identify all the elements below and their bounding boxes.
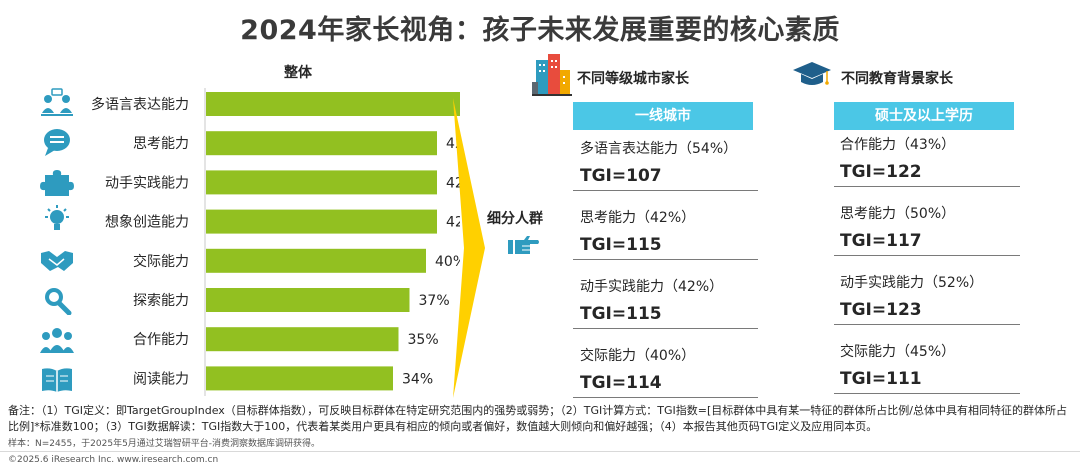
edu-item-tgi: TGI=111 — [840, 369, 922, 389]
magnifier-icon — [45, 288, 72, 315]
panel-edu-header: 不同教育背景家长 — [841, 71, 953, 87]
divider — [834, 255, 1020, 256]
divider — [834, 324, 1020, 325]
edu-item-tgi: TGI=123 — [840, 300, 922, 320]
value-label: 34% — [402, 371, 433, 387]
panel-city-header: 不同等级城市家长 — [577, 71, 689, 87]
city-item-label: 交际能力（40%） — [580, 348, 696, 364]
divider — [573, 328, 758, 329]
divider — [573, 259, 758, 260]
city-item-label: 动手实践能力（42%） — [580, 279, 724, 295]
bar-7 — [206, 366, 393, 391]
divider — [834, 186, 1020, 187]
edu-item-label: 合作能力（43%） — [840, 137, 956, 153]
category-label: 探索能力 — [133, 292, 189, 309]
pointing-hand-icon — [508, 236, 539, 254]
category-label: 思考能力 — [133, 136, 189, 152]
category-label: 阅读能力 — [133, 370, 189, 387]
category-label: 交际能力 — [133, 253, 189, 270]
value-label: 42% — [446, 175, 460, 191]
city-buildings-icon — [532, 54, 572, 96]
graduation-cap-icon — [793, 62, 831, 85]
footer-divider — [0, 451, 1080, 452]
divider — [573, 397, 758, 398]
footer-copyright: ©2025.6 iResearch Inc. www.iresearch.com… — [8, 455, 219, 465]
lightbulb-icon — [45, 205, 69, 230]
city-item-tgi: TGI=115 — [580, 235, 662, 255]
bar-2 — [206, 170, 437, 195]
city-item-tgi: TGI=115 — [580, 304, 662, 324]
panel-edu-bar: 硕士及以上学历 — [834, 102, 1014, 130]
page-title: 2024年家长视角：孩子未来发展重要的核心素质 — [240, 15, 840, 46]
bar-1 — [206, 131, 437, 156]
category-label: 合作能力 — [133, 332, 189, 348]
value-label: 35% — [408, 332, 439, 348]
overall-bar-chart: 整体 多语言表达能力50%思考能力42%动手实践能力42%想象创造能力42%交际… — [91, 64, 460, 396]
notes-text: 备注：（1）TGI定义：即TargetGroupIndex（目标群体指数），可反… — [8, 404, 1067, 433]
city-item-tgi: TGI=114 — [580, 373, 662, 393]
book-icon — [42, 368, 72, 392]
value-label: 40% — [435, 254, 460, 270]
bar-5 — [206, 288, 410, 312]
divider — [834, 393, 1020, 394]
bar-4 — [206, 248, 426, 273]
sample-text: 样本：N=2455，于2025年5月通过艾瑞智研平台-消费洞察数据库调研获得。 — [8, 439, 321, 449]
edu-item-tgi: TGI=117 — [840, 231, 922, 251]
bar-0 — [206, 92, 460, 116]
category-label: 动手实践能力 — [105, 175, 189, 191]
chart-subtitle: 整体 — [283, 64, 313, 81]
city-item-tgi: TGI=107 — [580, 166, 662, 186]
edu-item-label: 思考能力（50%） — [840, 206, 956, 222]
group-icon — [40, 328, 74, 353]
panel-city-bar: 一线城市 — [573, 102, 753, 130]
divider — [573, 190, 758, 191]
value-label: 37% — [419, 293, 450, 309]
edu-item-tgi: TGI=122 — [840, 162, 922, 182]
bar-6 — [206, 327, 399, 352]
multilingual-icon — [41, 88, 73, 116]
handshake-icon — [41, 251, 73, 271]
category-label: 多语言表达能力 — [91, 96, 189, 113]
category-label: 想象创造能力 — [105, 215, 189, 231]
puzzle-icon — [40, 170, 74, 196]
city-item-label: 多语言表达能力（54%） — [580, 141, 738, 157]
value-label: 42% — [446, 215, 460, 231]
speech-bubble-icon — [44, 129, 70, 156]
bar-3 — [206, 209, 437, 234]
edu-item-label: 动手实践能力（52%） — [840, 275, 984, 291]
city-item-label: 思考能力（42%） — [580, 210, 696, 226]
segment-label: 细分人群 — [487, 211, 543, 227]
edu-item-label: 交际能力（45%） — [840, 344, 956, 360]
arrow-shape — [453, 98, 485, 398]
